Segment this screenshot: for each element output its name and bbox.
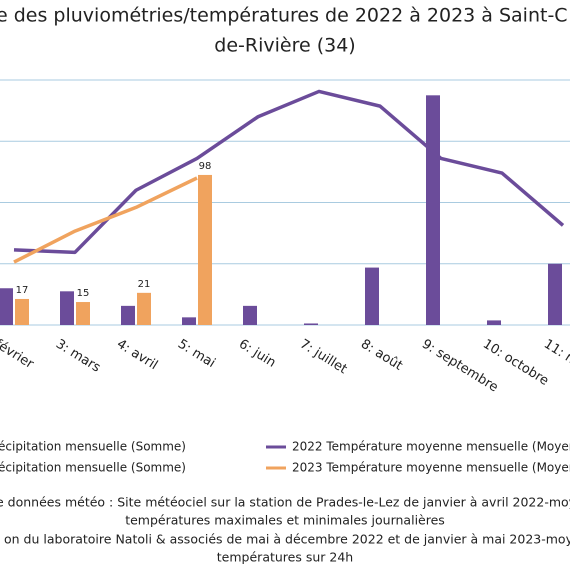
bar [243, 305, 257, 325]
line [13, 176, 198, 264]
chart-title: de-Rivière (34) [214, 35, 355, 57]
bar [121, 305, 135, 325]
x-tick-label: 5: mai [175, 337, 218, 371]
x-tick-label: 6: juin [236, 337, 278, 371]
footnote: températures sur 24h [217, 550, 353, 565]
bar [304, 323, 318, 325]
bar [198, 174, 212, 325]
footnote: e données météo : Site météociel sur la … [0, 495, 570, 510]
value-label: 21 [138, 279, 151, 290]
value-label: 17 [16, 285, 29, 296]
bar [487, 320, 501, 325]
legend-label: écipitation mensuelle (Somme) [0, 461, 186, 475]
bar [182, 317, 196, 325]
bar [15, 298, 29, 325]
x-tick-label: 8: août [358, 337, 405, 374]
x-tick-label: février [0, 337, 37, 373]
x-tick-label: 11: nov [541, 337, 570, 376]
chart-title: e des pluviométries/températures de 2022… [0, 5, 568, 27]
bar [365, 267, 379, 325]
bar [76, 302, 90, 325]
bar [60, 291, 74, 325]
x-tick-label: 4: avril [114, 337, 160, 374]
value-label: 98 [199, 161, 212, 172]
bar [426, 95, 440, 325]
x-tick-label: 7: juillet [297, 337, 350, 378]
line [13, 89, 565, 255]
legend-label: 2022 Température moyenne mensuelle (Moye… [292, 440, 570, 454]
legend-label: écipitation mensuelle (Somme) [0, 440, 186, 454]
bar [0, 288, 13, 325]
legend-label: 2023 Température moyenne mensuelle (Moye… [292, 461, 570, 475]
x-tick-label: 3: mars [53, 337, 103, 376]
value-label: 15 [77, 288, 90, 299]
footnote: on du laboratoire Natoli & associés de m… [4, 532, 570, 547]
bar [548, 263, 562, 325]
footnote: températures maximales et minimales jour… [125, 513, 445, 528]
bar [137, 292, 151, 325]
